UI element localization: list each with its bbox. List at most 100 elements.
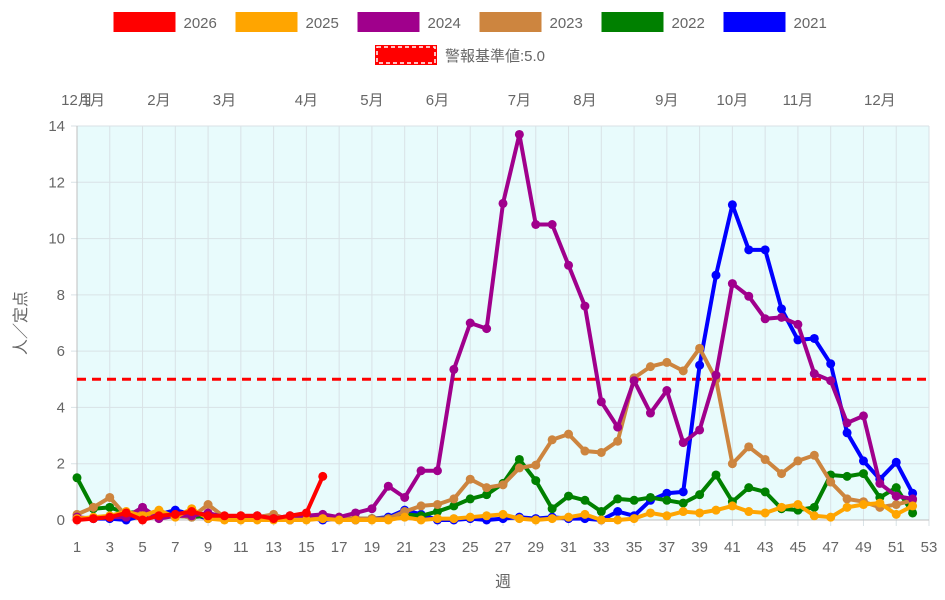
- legend-item-2025: 2025: [235, 12, 339, 32]
- series-line-2025: [75, 501, 915, 522]
- legend-swatch-threshold: [375, 45, 437, 65]
- data-point: [908, 501, 918, 511]
- data-point: [531, 515, 541, 525]
- x-tick-label: 7: [171, 539, 179, 556]
- data-point: [727, 279, 737, 289]
- y-tick-label: 2: [57, 456, 65, 473]
- data-point: [138, 515, 148, 525]
- x-tick-label: 15: [298, 539, 315, 556]
- legend-item-2026: 2026: [113, 12, 217, 32]
- data-point: [531, 220, 541, 229]
- data-point: [645, 492, 655, 502]
- data-point: [678, 487, 688, 497]
- data-point: [121, 508, 131, 518]
- data-point: [891, 491, 901, 501]
- data-point: [72, 515, 82, 525]
- data-point: [858, 411, 868, 421]
- y-axis: 0 2 4 6 8 10 12 14: [48, 118, 65, 529]
- data-point: [908, 508, 918, 518]
- data-point: [138, 502, 148, 512]
- data-point: [187, 507, 197, 517]
- data-point: [711, 270, 721, 280]
- data-point: [744, 442, 754, 452]
- data-point: [580, 446, 590, 456]
- legend-label: 2024: [428, 15, 461, 32]
- data-point: [613, 422, 623, 432]
- data-point: [564, 429, 574, 439]
- data-point: [547, 504, 557, 514]
- month-label: 12月: [864, 92, 896, 109]
- data-point: [891, 457, 901, 467]
- data-point: [645, 408, 655, 418]
- data-point: [301, 508, 311, 518]
- data-point: [809, 511, 819, 521]
- data-point: [809, 450, 819, 460]
- series-line-2023: [75, 346, 915, 522]
- y-tick-label: 4: [57, 399, 65, 416]
- x-tick-label: 17: [331, 539, 348, 556]
- legend-label-threshold: 警報基準値:5.0: [445, 48, 545, 65]
- data-point: [334, 515, 344, 525]
- data-point: [613, 436, 623, 446]
- data-point: [842, 502, 852, 512]
- y-tick-label: 6: [57, 343, 65, 360]
- data-point: [400, 492, 410, 502]
- data-point: [416, 501, 426, 511]
- x-tick-label: 31: [560, 539, 577, 556]
- data-point: [514, 129, 524, 139]
- data-point: [711, 470, 721, 480]
- data-point: [809, 369, 819, 379]
- data-point: [465, 494, 475, 504]
- legend-label: 2022: [672, 15, 705, 32]
- data-point: [498, 480, 508, 490]
- data-point: [432, 507, 442, 517]
- data-point: [383, 481, 393, 491]
- data-point: [449, 501, 459, 511]
- data-point: [564, 512, 574, 522]
- data-point: [678, 507, 688, 517]
- data-point: [662, 495, 672, 505]
- data-point: [531, 476, 541, 486]
- data-point: [826, 477, 836, 487]
- x-tick-label: 43: [757, 539, 774, 556]
- legend: 2026 2025 2024 2023 2022 2021 警報基準値:5.0: [113, 12, 827, 65]
- legend-item-2024: 2024: [357, 12, 461, 32]
- data-point: [842, 428, 852, 438]
- data-point: [383, 515, 393, 525]
- data-point: [760, 245, 770, 255]
- data-point: [842, 418, 852, 428]
- data-point: [564, 260, 574, 270]
- data-point: [842, 471, 852, 481]
- data-point: [744, 507, 754, 517]
- data-point: [432, 466, 442, 476]
- data-point: [465, 474, 475, 484]
- data-point: [891, 500, 901, 510]
- data-point: [482, 483, 492, 493]
- x-tick-label: 41: [724, 539, 741, 556]
- legend-swatch: [235, 12, 298, 32]
- data-point: [301, 515, 311, 525]
- data-point: [105, 502, 115, 512]
- data-point: [662, 488, 672, 498]
- month-label: 7月: [508, 92, 531, 109]
- data-point: [580, 509, 590, 519]
- month-label: 5月: [360, 92, 383, 109]
- x-tick-label: 53: [921, 539, 938, 556]
- series-group: [72, 129, 918, 525]
- data-point: [498, 198, 508, 208]
- data-point: [482, 324, 492, 334]
- month-label: 6月: [426, 92, 449, 109]
- data-point: [826, 359, 836, 369]
- data-point: [891, 483, 901, 493]
- data-point: [908, 494, 918, 504]
- data-point: [695, 343, 705, 353]
- data-point: [727, 200, 737, 210]
- data-point: [203, 511, 213, 521]
- data-point: [891, 509, 901, 519]
- data-point: [629, 514, 639, 524]
- x-tick-label: 23: [429, 539, 446, 556]
- x-tick-label: 3: [106, 539, 114, 556]
- x-tick-label: 47: [822, 539, 839, 556]
- data-point: [793, 319, 803, 329]
- data-point: [809, 502, 819, 512]
